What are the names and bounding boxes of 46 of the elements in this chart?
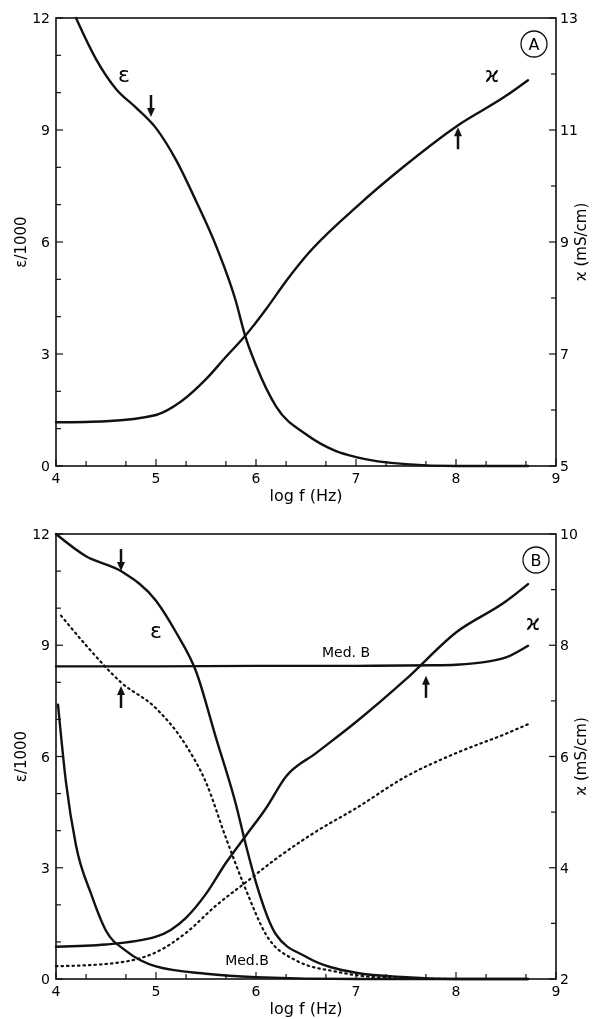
y2-axis-title: ϰ (mS/cm) <box>572 717 590 796</box>
x-tick-label: 4 <box>51 470 61 486</box>
y-tick-label: 0 <box>41 458 50 474</box>
x-tick-label: 5 <box>151 983 161 999</box>
y-tick-label: 0 <box>41 971 50 987</box>
y2-tick-label: 11 <box>560 122 578 138</box>
y2-tick-label: 4 <box>560 859 569 876</box>
y-tick-label: 12 <box>32 526 50 542</box>
x-axis-title: log f (Hz) <box>269 486 343 505</box>
x-tick-label: 7 <box>351 470 361 486</box>
x-axis-title: log f (Hz) <box>269 999 343 1018</box>
y-axis-title: ε/1000 <box>12 730 30 783</box>
x-tick-label: 6 <box>251 983 261 999</box>
annotation: ε <box>118 62 130 87</box>
y-tick-label: 9 <box>41 637 50 654</box>
y-tick-label: 12 <box>32 10 50 26</box>
x-tick-label: 4 <box>51 983 61 999</box>
x-tick-label: 9 <box>551 470 561 486</box>
x-tick-label: 5 <box>151 470 161 486</box>
y-tick-label: 3 <box>41 346 50 362</box>
y2-tick-label: 5 <box>560 458 569 474</box>
y-tick-label: 6 <box>41 748 51 765</box>
x-tick-label: 9 <box>551 983 561 999</box>
x-tick-label: 7 <box>351 983 361 999</box>
annotation: ε <box>150 618 162 643</box>
y2-tick-label: 6 <box>560 748 569 765</box>
y-tick-label: 9 <box>41 122 50 138</box>
x-tick-label: 6 <box>251 470 261 486</box>
x-tick-label: 8 <box>451 470 461 486</box>
y2-tick-label: 7 <box>560 346 569 362</box>
y2-tick-label: 8 <box>560 637 569 654</box>
annotation: A <box>528 35 540 54</box>
annotation: Med.B <box>225 952 269 968</box>
annotation: Med. B <box>321 644 371 660</box>
y2-tick-label: 9 <box>560 234 569 250</box>
y2-tick-label: 2 <box>560 971 569 987</box>
annotation: B <box>530 551 542 570</box>
y2-tick-label: 13 <box>560 10 578 26</box>
x-tick-label: 8 <box>451 983 461 999</box>
annotation: ϰ <box>525 610 541 635</box>
y2-axis-title: ϰ (mS/cm) <box>572 202 590 282</box>
y-tick-label: 3 <box>41 859 50 876</box>
y-axis-title: ε/1000 <box>12 216 30 268</box>
annotation: ϰ <box>484 62 500 87</box>
y-tick-label: 6 <box>41 234 51 250</box>
y2-tick-label: 10 <box>560 526 578 542</box>
